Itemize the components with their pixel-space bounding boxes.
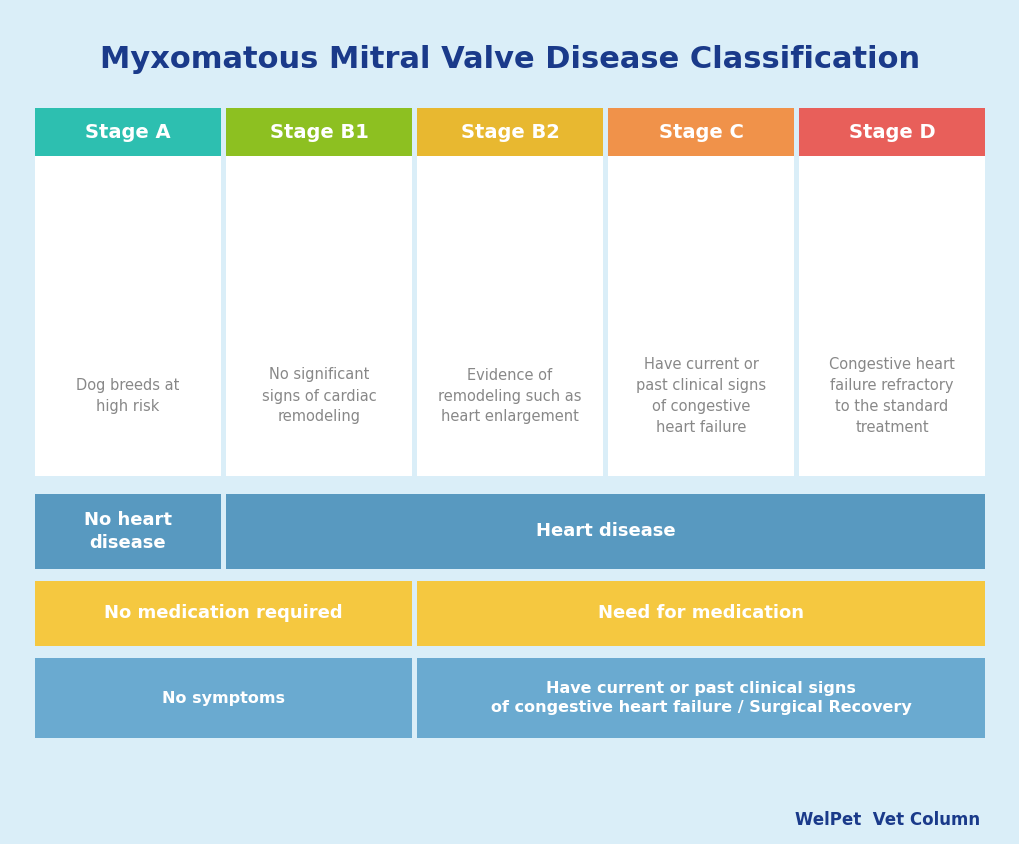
FancyBboxPatch shape bbox=[798, 156, 984, 476]
Text: Dog breeds at
high risk: Dog breeds at high risk bbox=[76, 378, 179, 414]
Text: Stage A: Stage A bbox=[86, 122, 170, 142]
Text: Have current or
past clinical signs
of congestive
heart failure: Have current or past clinical signs of c… bbox=[635, 357, 765, 435]
Text: No symptoms: No symptoms bbox=[162, 690, 284, 706]
FancyBboxPatch shape bbox=[417, 156, 602, 476]
Text: Stage B1: Stage B1 bbox=[269, 122, 368, 142]
FancyBboxPatch shape bbox=[417, 658, 984, 738]
Text: Congestive heart
failure refractory
to the standard
treatment: Congestive heart failure refractory to t… bbox=[828, 357, 954, 435]
Text: Stage C: Stage C bbox=[658, 122, 743, 142]
FancyBboxPatch shape bbox=[35, 156, 221, 476]
Text: Evidence of
remodeling such as
heart enlargement: Evidence of remodeling such as heart enl… bbox=[438, 367, 581, 425]
FancyBboxPatch shape bbox=[35, 658, 412, 738]
FancyBboxPatch shape bbox=[607, 156, 793, 476]
Text: Myxomatous Mitral Valve Disease Classification: Myxomatous Mitral Valve Disease Classifi… bbox=[100, 46, 919, 74]
FancyBboxPatch shape bbox=[226, 108, 412, 156]
Text: No significant
signs of cardiac
remodeling: No significant signs of cardiac remodeli… bbox=[261, 367, 376, 425]
Text: Stage D: Stage D bbox=[848, 122, 934, 142]
Text: No heart
disease: No heart disease bbox=[84, 511, 172, 552]
Text: WelPet  Vet Column: WelPet Vet Column bbox=[794, 811, 979, 829]
FancyBboxPatch shape bbox=[417, 581, 984, 646]
Text: No medication required: No medication required bbox=[104, 604, 342, 623]
FancyBboxPatch shape bbox=[35, 494, 221, 569]
FancyBboxPatch shape bbox=[35, 108, 221, 156]
FancyBboxPatch shape bbox=[417, 108, 602, 156]
FancyBboxPatch shape bbox=[35, 581, 412, 646]
FancyBboxPatch shape bbox=[607, 108, 793, 156]
Text: Have current or past clinical signs
of congestive heart failure / Surgical Recov: Have current or past clinical signs of c… bbox=[490, 680, 911, 716]
Text: Heart disease: Heart disease bbox=[535, 522, 675, 540]
FancyBboxPatch shape bbox=[226, 494, 984, 569]
FancyBboxPatch shape bbox=[798, 108, 984, 156]
Text: Need for medication: Need for medication bbox=[597, 604, 803, 623]
Text: Stage B2: Stage B2 bbox=[461, 122, 558, 142]
FancyBboxPatch shape bbox=[226, 156, 412, 476]
